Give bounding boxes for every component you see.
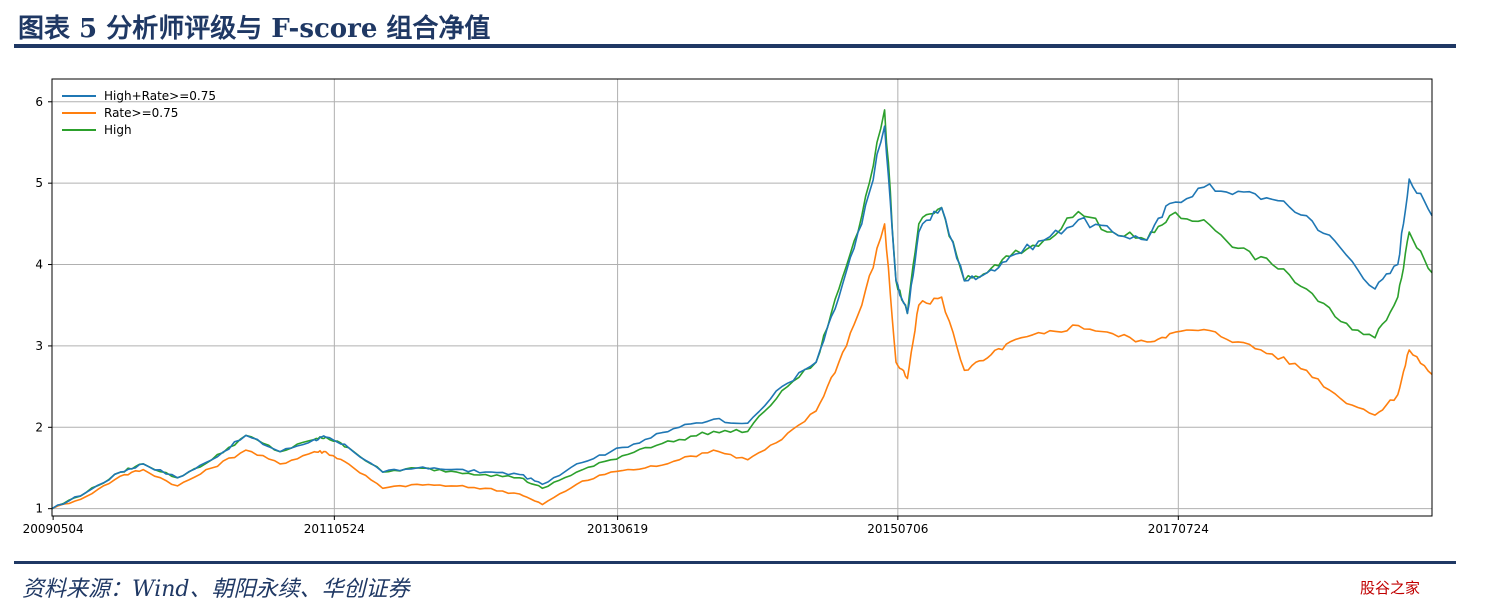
axis-ticks: 1 2 3 4 5 6 20090504 20110524 20130619 20150706 20… xyxy=(23,95,1209,536)
chart-legend: High+Rate>=0.75 Rate>=0.75 High xyxy=(62,89,216,137)
watermark-text: 股谷之家 xyxy=(1360,579,1421,597)
y-tick-label: 2 xyxy=(35,420,43,434)
legend-label-3: High xyxy=(104,123,132,137)
y-tick-label: 6 xyxy=(35,95,43,109)
series-line-1 xyxy=(51,125,1433,510)
legend-label-2: Rate>=0.75 xyxy=(104,106,178,120)
title-rule xyxy=(14,44,1456,48)
source-rule xyxy=(14,561,1456,564)
series-line-2 xyxy=(51,223,1433,510)
legend-label-1: High+Rate>=0.75 xyxy=(104,89,216,103)
plot-frame xyxy=(51,78,1433,517)
y-tick-label: 3 xyxy=(35,339,43,353)
x-tick-label: 20170724 xyxy=(1148,522,1209,536)
source-note: 资料来源：Wind、朝阳永续、华创证券 xyxy=(22,577,410,602)
y-tick-label: 5 xyxy=(35,176,43,190)
y-tick-label: 1 xyxy=(35,502,43,516)
series-line-3 xyxy=(51,109,1433,510)
x-tick-label: 20110524 xyxy=(304,522,365,536)
x-tick-label: 20090504 xyxy=(23,522,84,536)
grid-lines xyxy=(52,79,1432,516)
x-tick-label: 20130619 xyxy=(587,522,648,536)
series-lines xyxy=(51,109,1433,510)
figure-title: 图表 5 分析师评级与 F-score 组合净值 xyxy=(18,14,491,44)
x-tick-label: 20150706 xyxy=(867,522,928,536)
y-tick-label: 4 xyxy=(35,258,43,272)
